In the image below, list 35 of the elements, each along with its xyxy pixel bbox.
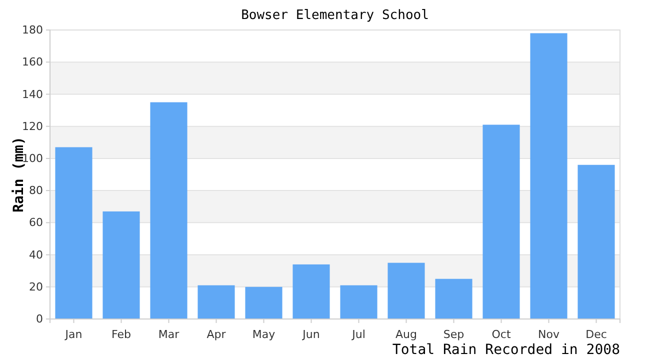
x-tick-label: Apr xyxy=(206,328,226,342)
bar xyxy=(340,285,378,319)
y-tick-label: 20 xyxy=(29,280,43,294)
bar xyxy=(435,278,472,319)
x-tick-label: Mar xyxy=(158,328,180,342)
y-tick-label: 40 xyxy=(29,248,43,262)
x-tick-label: Jul xyxy=(351,328,366,342)
y-tick-label: 160 xyxy=(22,56,43,69)
x-axis-title: Total Rain Recorded in 2008 xyxy=(392,342,620,358)
y-tick-label: 80 xyxy=(29,184,43,198)
bar xyxy=(198,285,235,319)
bar xyxy=(482,124,520,319)
x-tick-label: Dec xyxy=(586,328,607,342)
y-tick-label: 180 xyxy=(22,24,43,37)
x-tick-label: May xyxy=(252,328,276,342)
x-tick-label: Sep xyxy=(443,328,464,342)
x-tick-label: Jun xyxy=(302,328,320,342)
x-tick-label: Feb xyxy=(112,328,131,342)
bar xyxy=(102,211,140,319)
bar xyxy=(292,264,330,319)
bar xyxy=(388,262,425,319)
bar xyxy=(530,33,568,319)
y-tick-label: 0 xyxy=(36,312,43,326)
y-tick-label: 120 xyxy=(22,120,43,133)
bar xyxy=(55,147,92,319)
x-tick-label: Aug xyxy=(396,328,417,342)
x-tick-label: Jan xyxy=(64,328,82,342)
x-tick-label: Nov xyxy=(538,328,560,342)
y-tick-label: 140 xyxy=(22,88,43,101)
bar xyxy=(150,102,188,319)
bar xyxy=(245,286,282,319)
x-tick-label: Oct xyxy=(492,328,512,342)
chart-title: Bowser Elementary School xyxy=(241,8,429,23)
bar xyxy=(578,164,615,319)
y-tick-label: 60 xyxy=(29,216,43,230)
